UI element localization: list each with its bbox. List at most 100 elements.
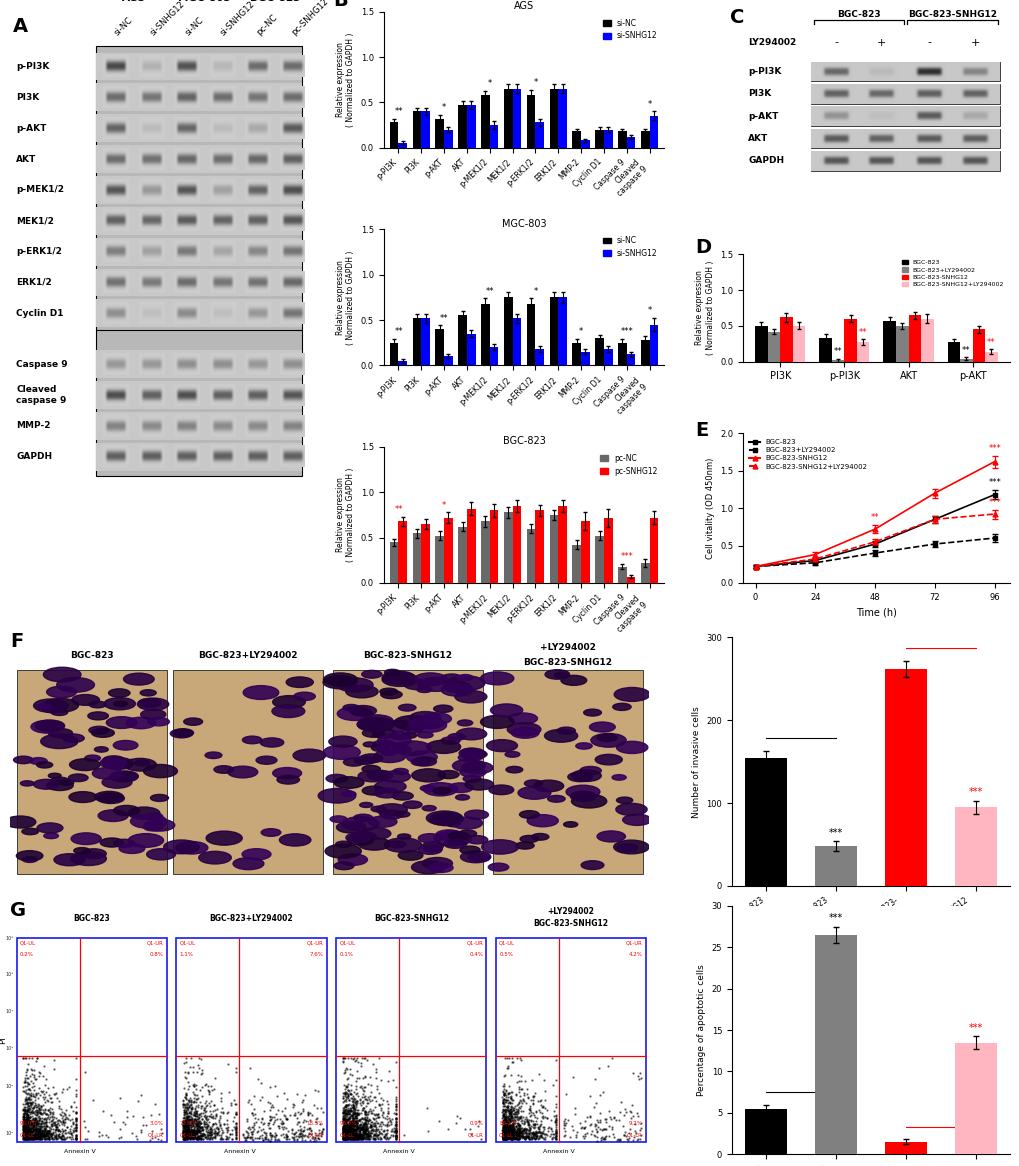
Bar: [96, 84, 302, 111]
Point: [182, 1119, 199, 1138]
Point: [273, 1125, 289, 1144]
Point: [19, 1116, 36, 1135]
Point: [179, 1130, 196, 1149]
Point: [15, 1129, 32, 1147]
Point: [340, 1118, 357, 1137]
Point: [38, 1119, 54, 1138]
Point: [511, 1124, 527, 1143]
Point: [512, 1123, 528, 1142]
Point: [503, 1122, 520, 1140]
Point: [506, 1121, 523, 1139]
Point: [32, 1107, 48, 1125]
Point: [19, 1117, 36, 1136]
Point: [594, 1083, 610, 1102]
Point: [209, 1124, 225, 1143]
Point: [185, 1076, 202, 1095]
Point: [336, 1086, 353, 1104]
Point: [189, 1128, 205, 1146]
Point: [19, 1130, 36, 1149]
Point: [212, 1130, 228, 1149]
Point: [336, 1124, 353, 1143]
Point: [342, 1101, 359, 1119]
Point: [514, 1125, 530, 1144]
Point: [183, 1110, 200, 1129]
Point: [19, 1117, 36, 1136]
Point: [18, 1124, 35, 1143]
Point: [335, 1118, 352, 1137]
Point: [547, 1128, 564, 1146]
Bar: [435, 329, 443, 365]
Point: [176, 1124, 193, 1143]
Point: [355, 1123, 371, 1142]
Point: [346, 1130, 363, 1149]
Point: [48, 1121, 64, 1139]
Point: [340, 1118, 357, 1137]
Point: [21, 1080, 38, 1098]
Point: [175, 1095, 192, 1114]
Point: [334, 1119, 351, 1138]
Point: [16, 1100, 33, 1118]
Point: [32, 1128, 48, 1146]
Point: [385, 1103, 401, 1122]
Point: [387, 1089, 404, 1108]
Point: [347, 1130, 364, 1149]
Point: [355, 1122, 371, 1140]
Point: [523, 1116, 539, 1135]
Point: [334, 1089, 351, 1108]
Point: [387, 1108, 404, 1126]
Point: [339, 1116, 356, 1135]
Point: [22, 1094, 39, 1112]
Circle shape: [130, 814, 166, 828]
Circle shape: [328, 736, 357, 747]
Text: 98.6%: 98.6%: [339, 1121, 357, 1125]
Point: [20, 1111, 37, 1130]
Point: [185, 1091, 202, 1110]
Circle shape: [462, 761, 492, 774]
Point: [505, 1121, 522, 1139]
Point: [496, 1110, 513, 1129]
Point: [356, 1114, 372, 1132]
Point: [354, 1117, 370, 1136]
Point: [68, 1129, 85, 1147]
Point: [20, 1122, 37, 1140]
Point: [18, 1108, 35, 1126]
Point: [387, 1125, 404, 1144]
Point: [500, 1083, 517, 1102]
Point: [340, 1129, 357, 1147]
Point: [176, 1128, 193, 1146]
Point: [338, 1122, 355, 1140]
Point: [35, 1088, 51, 1107]
Circle shape: [126, 717, 156, 729]
Point: [510, 1123, 526, 1142]
Point: [495, 1114, 512, 1132]
Point: [387, 1103, 404, 1122]
Point: [16, 1124, 33, 1143]
Point: [348, 1129, 365, 1147]
Point: [100, 1128, 116, 1146]
Point: [204, 1121, 220, 1139]
Point: [336, 1130, 353, 1149]
Point: [19, 1124, 36, 1143]
Point: [341, 1103, 358, 1122]
Point: [341, 1115, 358, 1133]
Point: [68, 1126, 85, 1145]
Point: [347, 1096, 364, 1115]
Point: [228, 1114, 245, 1132]
Point: [45, 1103, 61, 1122]
Point: [343, 1128, 360, 1146]
Point: [22, 1094, 39, 1112]
Point: [22, 1119, 39, 1138]
Point: [61, 1128, 77, 1146]
Point: [178, 1097, 195, 1116]
Point: [341, 1130, 358, 1149]
Point: [356, 1123, 372, 1142]
Point: [334, 1122, 351, 1140]
Point: [29, 1118, 45, 1137]
Point: [59, 1117, 75, 1136]
Point: [547, 1126, 564, 1145]
Circle shape: [88, 712, 108, 719]
Point: [68, 1115, 85, 1133]
Point: [632, 1121, 648, 1139]
Point: [55, 1080, 71, 1098]
Point: [35, 1105, 51, 1124]
